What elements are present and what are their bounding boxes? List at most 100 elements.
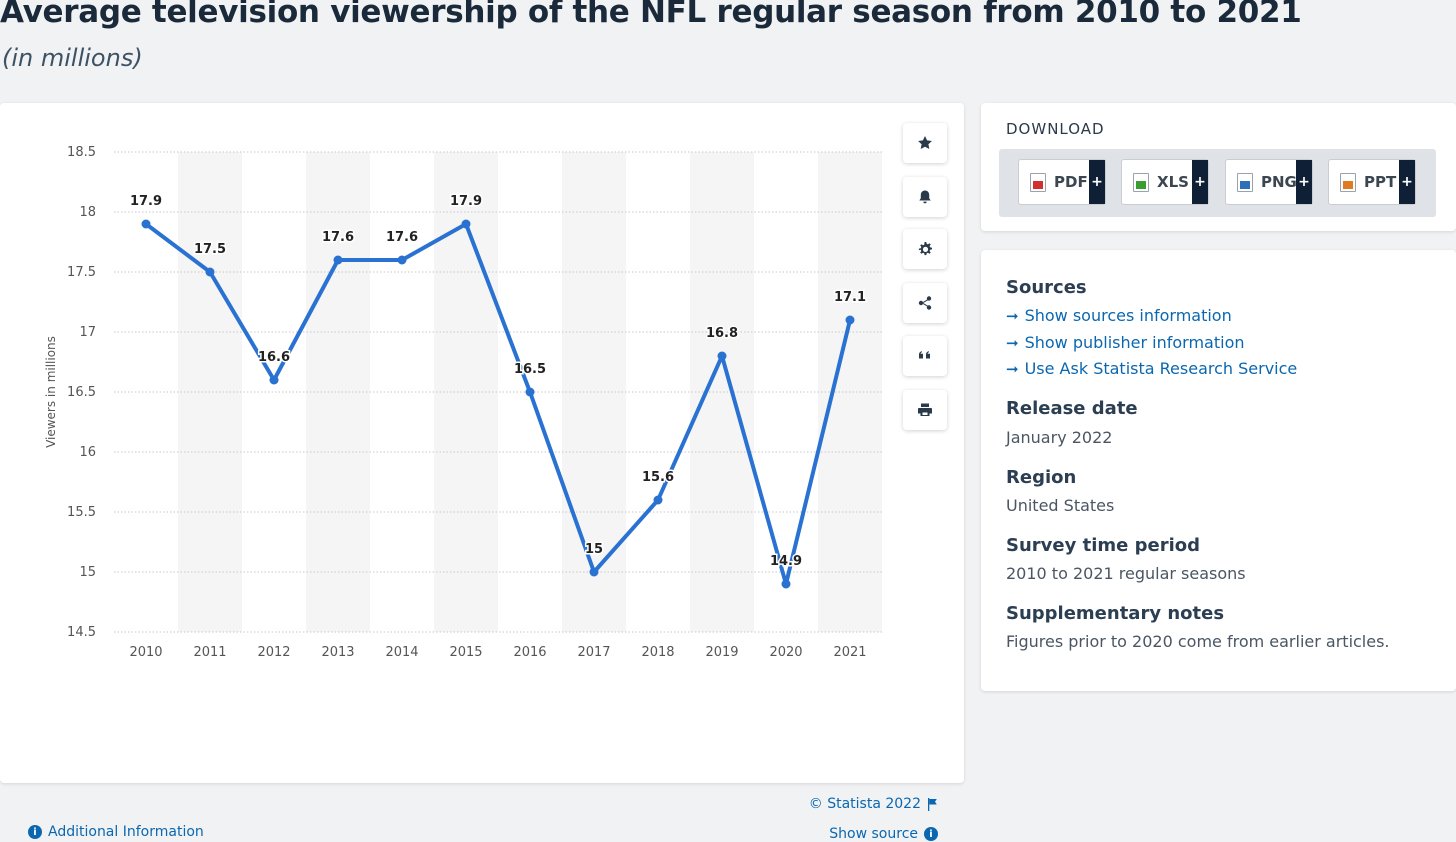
data-point	[397, 255, 407, 265]
data-label: 15.6	[642, 470, 674, 485]
print-icon	[918, 403, 932, 416]
data-label: 15	[585, 542, 603, 557]
data-point	[141, 219, 151, 229]
cite-button[interactable]	[903, 336, 947, 376]
data-point	[717, 351, 727, 361]
y-tick-label: 16.5	[67, 385, 96, 400]
ask-statista-link[interactable]: ➞ Use Ask Statista Research Service	[1006, 359, 1297, 378]
region-value: United States	[1006, 496, 1115, 515]
region-heading: Region	[1006, 467, 1077, 488]
data-label: 17.9	[130, 194, 162, 209]
data-label: 14.9	[770, 554, 802, 569]
download-png-label: PNG	[1261, 173, 1297, 191]
star-icon	[918, 136, 932, 149]
ppt-file-icon	[1340, 172, 1356, 192]
download-bar: PDF + XLS + PNG + PPT +	[999, 149, 1436, 217]
data-label: 17.6	[322, 230, 354, 245]
plus-icon: +	[1192, 160, 1208, 204]
additional-information-link[interactable]: i Additional Information	[28, 824, 204, 840]
download-png-button[interactable]: PNG +	[1225, 159, 1313, 205]
png-file-icon	[1237, 172, 1253, 192]
share-button[interactable]	[903, 283, 947, 323]
show-source-text: Show source	[829, 826, 918, 842]
x-tick-label: 2013	[321, 645, 354, 660]
y-tick-label: 18	[79, 205, 96, 220]
y-tick-label: 15	[79, 565, 96, 580]
arrow-right-icon: ➞	[1006, 359, 1019, 378]
notification-button[interactable]	[903, 177, 947, 217]
show-publisher-text: Show publisher information	[1024, 333, 1245, 352]
x-tick-label: 2021	[833, 645, 866, 660]
y-tick-label: 16	[79, 445, 96, 460]
x-tick-label: 2020	[769, 645, 802, 660]
x-tick-label: 2015	[449, 645, 482, 660]
copyright-text: © Statista 2022	[808, 796, 921, 812]
download-ppt-button[interactable]: PPT +	[1328, 159, 1416, 205]
plus-icon: +	[1296, 160, 1312, 204]
data-label: 17.1	[834, 290, 866, 305]
data-point	[269, 375, 279, 385]
x-tick-label: 2019	[705, 645, 738, 660]
show-sources-link[interactable]: ➞ Show sources information	[1006, 306, 1232, 325]
x-tick-label: 2017	[577, 645, 610, 660]
copyright-notice[interactable]: © Statista 2022	[809, 796, 938, 812]
share-icon	[918, 296, 932, 310]
y-axis-label: Viewers in millions	[44, 336, 58, 448]
release-date-heading: Release date	[1006, 398, 1138, 419]
y-tick-label: 14.5	[67, 625, 96, 640]
download-pdf-button[interactable]: PDF +	[1018, 159, 1106, 205]
chart-card: 14.5 15 15.5 16 16.5 17 17.5 18 18.5 2010 2011 2012…	[0, 103, 964, 842]
favorite-button[interactable]	[903, 123, 947, 163]
data-point	[461, 219, 471, 229]
statistic-details-card: Sources ➞ Show sources information ➞ Sho…	[981, 250, 1456, 691]
x-tick-label: 2016	[513, 645, 546, 660]
data-label: 17.9	[450, 194, 482, 209]
arrow-right-icon: ➞	[1006, 306, 1019, 325]
quote-icon	[919, 351, 930, 359]
data-label: 17.5	[194, 242, 226, 257]
data-label: 17.6	[386, 230, 418, 245]
x-tick-label: 2012	[257, 645, 290, 660]
gear-icon	[918, 242, 932, 256]
y-tick-label: 18.5	[67, 145, 96, 160]
data-point	[653, 495, 663, 505]
y-tick-label: 17.5	[67, 265, 96, 280]
flag-icon	[928, 797, 937, 811]
y-tick-label: 17	[79, 325, 96, 340]
data-label: 16.6	[258, 350, 290, 365]
download-xls-button[interactable]: XLS +	[1121, 159, 1209, 205]
info-icon: i	[924, 827, 938, 841]
data-point	[205, 267, 215, 277]
bell-icon	[919, 190, 931, 204]
x-tick-label: 2014	[385, 645, 418, 660]
download-xls-label: XLS	[1157, 173, 1189, 191]
show-publisher-link[interactable]: ➞ Show publisher information	[1006, 333, 1245, 352]
supplementary-notes-heading: Supplementary notes	[1006, 603, 1225, 624]
series-line	[144, 222, 852, 586]
arrow-right-icon: ➞	[1006, 333, 1019, 352]
show-source-link[interactable]: Show source i	[829, 826, 938, 842]
show-sources-text: Show sources information	[1024, 306, 1232, 325]
data-point	[525, 387, 535, 397]
pdf-file-icon	[1030, 172, 1046, 192]
data-point	[781, 579, 791, 589]
download-ppt-label: PPT	[1364, 173, 1397, 191]
settings-button[interactable]	[903, 229, 947, 269]
plus-icon: +	[1399, 160, 1415, 204]
additional-information-text: Additional Information	[48, 824, 204, 840]
data-label: 16.5	[514, 362, 546, 377]
x-tick-label: 2011	[193, 645, 226, 660]
survey-period-heading: Survey time period	[1006, 535, 1200, 556]
data-point	[845, 315, 855, 325]
print-button[interactable]	[903, 390, 947, 430]
page-title: Average television viewership of the NFL…	[0, 0, 1302, 30]
download-title: DOWNLOAD	[1006, 120, 1105, 138]
download-pdf-label: PDF	[1054, 173, 1088, 191]
data-point	[333, 255, 343, 265]
x-tick-label: 2018	[641, 645, 674, 660]
y-tick-label: 15.5	[67, 505, 96, 520]
sources-heading: Sources	[1006, 277, 1087, 298]
data-point	[589, 567, 599, 577]
page-subtitle: (in millions)	[2, 44, 143, 72]
column-band	[434, 152, 498, 632]
